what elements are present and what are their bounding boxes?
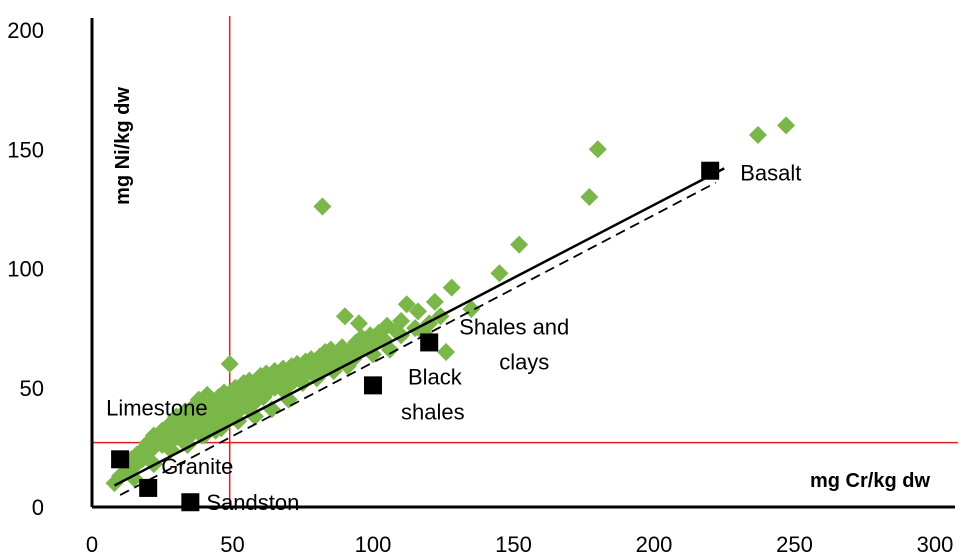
x-tick-label: 150 [495, 532, 532, 557]
y-tick-label: 150 [7, 137, 44, 162]
regression-line [113, 167, 725, 487]
x-tick-label: 300 [917, 532, 954, 557]
rock-label: Shales and clays [459, 314, 569, 374]
sample-point [442, 278, 461, 297]
rock-label: Limestone [106, 395, 208, 420]
x-tick-label: 50 [220, 532, 244, 557]
sample-point [588, 140, 607, 159]
y-tick-label: 0 [32, 495, 44, 520]
rock-label: Black shales [401, 364, 465, 424]
x-tick-label: 0 [86, 532, 98, 557]
sample-point [425, 292, 444, 311]
sample-point [335, 307, 354, 326]
rock-label: Granite [161, 454, 233, 479]
rock-marker [420, 333, 439, 352]
sample-point [510, 235, 529, 254]
reference-dashed-line [119, 181, 717, 496]
rock-marker [111, 450, 130, 469]
sample-point [243, 385, 262, 404]
sample-point [392, 311, 411, 330]
sample-point [408, 302, 427, 321]
x-tick-label: 200 [636, 532, 673, 557]
x-tick-label: 250 [776, 532, 813, 557]
sample-point [349, 314, 368, 333]
sample-point [490, 264, 509, 283]
rock-marker [139, 478, 158, 497]
sample-point [245, 407, 264, 426]
rock-label: Basalt [740, 161, 801, 186]
sample-point [245, 393, 264, 412]
y-tick-label: 100 [7, 257, 44, 282]
y-tick-label: 200 [7, 18, 44, 43]
sample-point [111, 466, 130, 485]
x-axis-title: mg Cr/kg dw [810, 470, 930, 492]
rock-marker [364, 376, 382, 395]
sample-point [580, 187, 599, 206]
sample-point [397, 295, 416, 314]
sample-point [313, 197, 332, 216]
sample-point [220, 354, 239, 373]
sample-point [748, 125, 767, 144]
y-axis-title: mg Ni/kg dw [112, 87, 134, 205]
x-tick-label: 100 [355, 532, 392, 557]
rock-marker [181, 493, 200, 512]
rock-label: Sandston [206, 490, 299, 515]
rock-marker [701, 161, 720, 180]
sample-point [777, 116, 796, 135]
sample-point [437, 342, 456, 361]
y-tick-label: 50 [20, 376, 44, 401]
